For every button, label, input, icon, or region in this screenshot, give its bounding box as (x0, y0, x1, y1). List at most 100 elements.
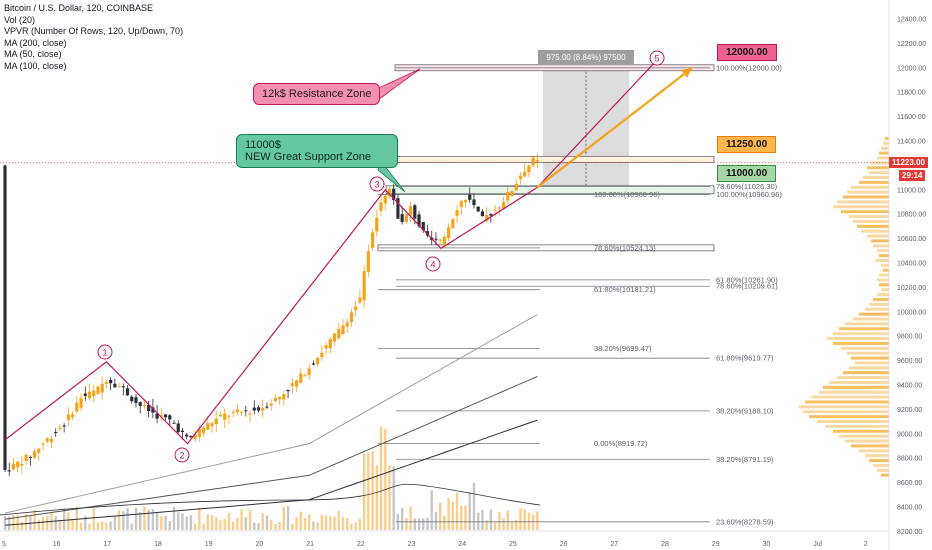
vpvr-row (837, 200, 889, 204)
fib-levels: 100.00%(12000.00) 78.60%(11026.30)100.00%… (378, 63, 782, 526)
price-axis[interactable]: 12400.00 12200.00 12000.00 11800.00 11600.00… (888, 0, 926, 550)
volume-bar (400, 508, 404, 530)
volume-bar (358, 518, 362, 530)
candle-body (459, 201, 463, 208)
candle-body (138, 402, 142, 406)
volume-bar (443, 515, 446, 530)
volume-bar (215, 517, 218, 530)
candle-body (493, 209, 497, 211)
volume-bar (20, 521, 24, 530)
candle-body (273, 398, 277, 402)
vpvr-row (867, 234, 889, 238)
x-tick-label: 2 (864, 541, 868, 548)
candle-body (375, 217, 379, 232)
candle-body (227, 415, 231, 417)
volume-bar (109, 521, 112, 530)
volume-bar (417, 518, 421, 530)
fib-label: 78.60%(10209.61) (716, 282, 778, 291)
legend-ma200[interactable]: MA (200, close) (4, 37, 67, 48)
volume-bar (206, 514, 209, 530)
candle-body (121, 386, 125, 388)
legend-vol[interactable]: Vol (20) (4, 14, 36, 25)
legend-ma50[interactable]: MA (50, close) (4, 49, 62, 59)
vpvr-row (817, 420, 889, 423)
volume-bar (227, 512, 231, 530)
tag-12000[interactable]: 12000.00 (717, 44, 777, 61)
volume-bar (92, 508, 95, 530)
candle-body (506, 191, 510, 201)
candle-body (79, 398, 83, 408)
candle-body (180, 430, 185, 433)
volume-bar (379, 426, 383, 530)
volume-bar (367, 452, 370, 530)
volume-bar (447, 498, 450, 530)
fib-label: 61.80%(9619.77) (716, 354, 774, 363)
y-tick-label: 10400.00 (897, 261, 926, 268)
candle-body (130, 396, 134, 402)
legend-vpvr[interactable]: VPVR (Number Of Rows, 120, Up/Down, 70) (4, 26, 184, 36)
candle-body (24, 454, 28, 462)
vpvr-row (839, 327, 889, 331)
fib-label: 78.60%(10524.13) (594, 243, 656, 252)
vpvr-row (841, 210, 889, 214)
vpvr-row (863, 176, 889, 179)
candle-body (197, 428, 201, 438)
y-tick-label: 8200.00 (897, 529, 922, 536)
fib-label: 61.80%(10261.90) (716, 275, 778, 284)
volume-bar (324, 515, 328, 530)
candle-body (71, 414, 75, 418)
elliott-waves[interactable]: 1 2 3 4 5 (0, 50, 889, 463)
vpvr-row (885, 136, 889, 140)
candle-body (83, 393, 87, 396)
candle-body (172, 422, 176, 424)
candle-body (231, 412, 235, 414)
candle-body (87, 391, 92, 399)
candle-body (345, 322, 349, 327)
ma50-line (4, 419, 538, 526)
volume-bar (231, 521, 235, 530)
candle-body (396, 198, 400, 219)
volume-bar (244, 517, 248, 530)
volume-bar (515, 519, 518, 530)
vpvr-row (877, 468, 889, 472)
volume-bar (460, 505, 463, 530)
candles[interactable] (3, 153, 539, 477)
candle-body (417, 214, 421, 227)
volume-bar (531, 514, 535, 530)
time-axis[interactable]: 5 16 17 18 19 20 21 22 23 24 25 26 27 28 29 30 Jul 2 (0, 530, 889, 548)
tag-11250[interactable]: 11250.00 (717, 136, 777, 153)
vpvr-row (873, 244, 889, 248)
legend-ma100[interactable]: MA (100, close) (4, 60, 67, 71)
candle-body (299, 373, 303, 383)
candle-body (163, 414, 168, 418)
candle-body (328, 339, 332, 349)
volume-bar (84, 515, 87, 530)
support-callout[interactable]: 11000$ NEW Great Support Zone (236, 134, 398, 168)
y-tick-label: 12000.00 (897, 65, 926, 72)
volume-bar (100, 521, 104, 530)
vpvr-row (853, 317, 889, 321)
volume-bar (223, 519, 226, 530)
vpvr-row (859, 449, 889, 453)
resistance-callout[interactable]: 12k$ Resistance Zone (253, 83, 381, 105)
fib-label: 38.20%(9188.10) (716, 406, 774, 415)
vpvr-row (851, 444, 889, 448)
volume-bar (181, 513, 184, 530)
volume-bar (236, 517, 239, 530)
volume-bar (291, 523, 294, 530)
candle-body (32, 451, 37, 458)
candle-body (155, 413, 159, 419)
candle-body (193, 434, 197, 440)
tag-11000[interactable]: 11000.00 (717, 165, 777, 182)
fib-label: 78.60%(11026.30) (716, 182, 778, 191)
volume-bar (177, 512, 180, 530)
candle-body (514, 183, 518, 191)
legend-title[interactable]: Bitcoin / U.S. Dollar, 120, COINBASE (4, 3, 154, 13)
candle-body (159, 415, 163, 417)
vpvr-row (869, 459, 889, 463)
candle-body (41, 443, 45, 445)
vpvr-row (867, 166, 889, 170)
vpvr-row (869, 302, 889, 306)
candle-body (320, 352, 324, 358)
